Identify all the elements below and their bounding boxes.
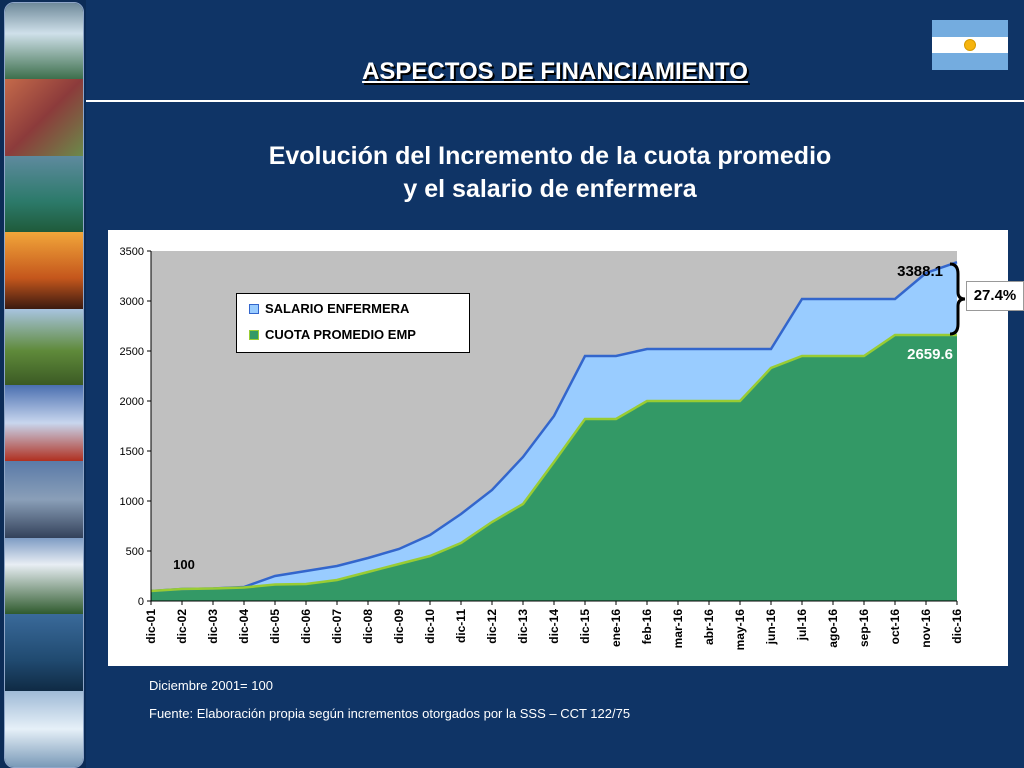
- x-tick-label: jul-16: [795, 609, 809, 642]
- x-tick-label: dic-05: [268, 609, 282, 644]
- chart-legend: SALARIO ENFERMERA CUOTA PROMEDIO EMP: [236, 293, 470, 353]
- x-tick-label: dic-13: [516, 609, 530, 644]
- salario-line: [150, 261, 958, 593]
- x-tick-label: dic-09: [392, 609, 406, 644]
- x-tick-label: dic-14: [547, 609, 561, 644]
- x-tick-label: dic-03: [206, 609, 220, 644]
- x-tick-label: dic-07: [330, 609, 344, 644]
- slide-title: ASPECTOS DE FINANCIAMIENTO: [362, 58, 748, 85]
- x-tick-label: dic-12: [485, 609, 499, 644]
- chart-title-line2: y el salario de enfermera: [403, 175, 697, 203]
- legend-label-cuota: CUOTA PROMEDIO EMP: [265, 327, 416, 342]
- x-tick-label: dic-02: [175, 609, 189, 644]
- salario-end-value-label: 3388.1: [897, 263, 943, 280]
- x-tick-label: dic-16: [950, 609, 964, 644]
- cuota-area: [151, 335, 957, 601]
- legend-item-salario: SALARIO ENFERMERA: [249, 301, 409, 319]
- y-tick-label: 2000: [120, 396, 144, 408]
- legend-label-salario: SALARIO ENFERMERA: [265, 301, 410, 316]
- difference-percentage: 27.4%: [966, 281, 1024, 311]
- y-tick-label: 0: [138, 596, 144, 608]
- x-tick-label: nov-16: [919, 609, 933, 648]
- x-tick-label: dic-10: [423, 609, 437, 644]
- x-tick-label: dic-15: [578, 609, 592, 644]
- y-tick-label: 500: [126, 546, 144, 558]
- y-tick-label: 1000: [120, 496, 144, 508]
- start-value-label: 100: [173, 557, 195, 572]
- x-tick-label: mar-16: [671, 609, 685, 649]
- x-tick-label: dic-08: [361, 609, 375, 644]
- x-tick-label: dic-11: [454, 609, 468, 643]
- y-tick-label: 1500: [120, 446, 144, 458]
- x-tick-label: dic-01: [144, 609, 158, 644]
- x-tick-label: abr-16: [702, 609, 716, 645]
- photo-collage: [4, 2, 84, 768]
- y-tick-label: 2500: [120, 346, 144, 358]
- argentina-flag-icon: [932, 20, 1008, 70]
- legend-swatch-salario: [249, 303, 259, 314]
- chart-title-line1: Evolución del Incremento de la cuota pro…: [268, 142, 832, 170]
- x-tick-label: feb-16: [640, 609, 654, 645]
- chart-panel: 0 500 1000 1500 2000 2500 3000 3500 dic-01 dic-02…: [108, 230, 1008, 666]
- y-tick-label: 3500: [120, 246, 144, 258]
- x-tick-label: oct-16: [888, 609, 902, 645]
- legend-swatch-cuota: [249, 329, 259, 340]
- difference-brace-icon: [949, 262, 966, 336]
- source-note: Fuente: Elaboración propia según increme…: [149, 706, 631, 721]
- cuota-end-value-label: 2659.6: [907, 346, 953, 363]
- chart-title: Evolución del Incremento de la cuota pro…: [100, 140, 1000, 206]
- base-note: Diciembre 2001= 100: [149, 678, 273, 693]
- x-tick-label: jun-16: [764, 609, 778, 646]
- x-tick-label: dic-04: [237, 609, 251, 644]
- sun-of-may-icon: [964, 38, 976, 51]
- y-tick-label: 3000: [120, 296, 144, 308]
- legend-item-cuota: CUOTA PROMEDIO EMP: [249, 327, 416, 345]
- x-tick-label: dic-06: [299, 609, 313, 644]
- title-divider: [86, 100, 1024, 102]
- x-tick-label: may-16: [733, 609, 747, 651]
- x-tick-label: sep-16: [857, 609, 871, 647]
- x-tick-label: ago-16: [826, 609, 840, 648]
- area-chart: 0 500 1000 1500 2000 2500 3000 3500 dic-01 dic-02…: [120, 246, 964, 651]
- left-photo-strip: [0, 0, 86, 768]
- x-tick-label: ene-16: [609, 609, 623, 647]
- cuota-line: [150, 333, 957, 593]
